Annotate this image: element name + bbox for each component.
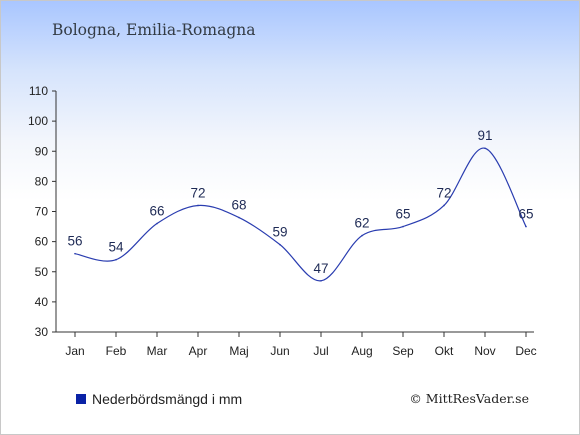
data-point-okt [443,204,445,207]
data-point-feb [115,258,117,261]
data-label-aug: 62 [354,216,369,231]
data-point-mar [156,222,158,225]
x-tick-label-aug: Aug [351,344,372,358]
data-label-dec: 65 [518,207,533,222]
data-point-dec [525,225,527,228]
data-point-jul [320,279,322,282]
series-layer [74,147,527,282]
legend-swatch-icon [76,394,86,404]
x-tick-label-nov: Nov [474,344,495,358]
y-tick-label: 100 [28,114,48,128]
y-tick-label: 60 [35,235,49,249]
x-tick-label-maj: Maj [229,344,248,358]
x-tick-label-apr: Apr [189,344,208,358]
data-point-aug [361,234,363,237]
data-label-sep: 65 [395,207,410,222]
y-tick-label: 80 [35,174,49,188]
x-tick-label-dec: Dec [515,344,536,358]
legend-label: Nederbördsmängd i mm [92,391,243,407]
x-tick-label-mar: Mar [147,344,168,358]
data-point-apr [197,204,199,207]
precipitation-line [74,147,527,282]
y-tick-label: 30 [35,325,49,339]
y-tick-label: 110 [29,84,48,98]
data-label-mar: 66 [149,204,164,219]
y-tick-label: 90 [35,144,49,158]
data-point-jan [74,252,76,255]
data-point-jun [279,243,281,246]
x-tick-label-jun: Jun [270,344,289,358]
data-label-jun: 59 [272,225,287,240]
x-tick-label-sep: Sep [392,344,414,358]
data-label-maj: 68 [231,198,246,213]
data-label-jan: 56 [67,234,82,249]
data-label-apr: 72 [190,185,205,200]
data-label-nov: 91 [477,128,492,143]
data-label-jul: 47 [313,261,328,276]
data-label-okt: 72 [436,185,451,200]
x-tick-label-feb: Feb [106,344,127,358]
location-title: Bologna, Emilia-Romagna [52,21,256,39]
axes: 30 40 50 60 70 80 90 100 110 Jan Feb Mar Apr Maj Jun Ju… [28,84,537,358]
y-tick-label: 70 [35,205,49,219]
data-label-feb: 54 [108,240,124,255]
copyright-credit: © MittResVader.se [409,391,529,406]
x-tick-label-jan: Jan [65,344,84,358]
data-point-nov [484,147,486,150]
data-point-sep [402,225,404,228]
legend: Nederbördsmängd i mm [76,391,242,407]
x-tick-label-jul: Jul [313,344,328,358]
data-labels: 56 54 66 72 68 59 47 62 65 72 91 65 [67,128,533,276]
y-tick-label: 40 [35,295,49,309]
x-tick-label-okt: Okt [435,344,454,358]
y-tick-label: 50 [35,265,49,279]
data-point-maj [238,216,240,219]
